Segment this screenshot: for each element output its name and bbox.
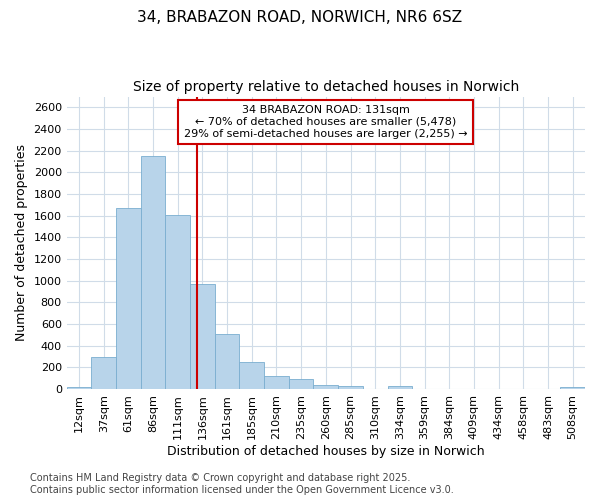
Bar xyxy=(166,214,190,389)
Bar xyxy=(141,156,166,389)
Bar xyxy=(67,387,91,389)
Bar xyxy=(388,386,412,389)
Bar xyxy=(289,379,313,389)
Title: Size of property relative to detached houses in Norwich: Size of property relative to detached ho… xyxy=(133,80,519,94)
Bar xyxy=(338,386,363,389)
Text: 34, BRABAZON ROAD, NORWICH, NR6 6SZ: 34, BRABAZON ROAD, NORWICH, NR6 6SZ xyxy=(137,10,463,25)
Y-axis label: Number of detached properties: Number of detached properties xyxy=(15,144,28,342)
Text: Contains HM Land Registry data © Crown copyright and database right 2025.
Contai: Contains HM Land Registry data © Crown c… xyxy=(30,474,454,495)
Bar xyxy=(264,376,289,389)
Bar xyxy=(239,362,264,389)
Bar xyxy=(91,356,116,389)
Bar xyxy=(412,388,437,389)
Bar xyxy=(190,284,215,389)
Bar xyxy=(215,334,239,389)
Bar xyxy=(437,388,461,389)
Bar xyxy=(313,384,338,389)
Text: 34 BRABAZON ROAD: 131sqm
← 70% of detached houses are smaller (5,478)
29% of sem: 34 BRABAZON ROAD: 131sqm ← 70% of detach… xyxy=(184,106,467,138)
X-axis label: Distribution of detached houses by size in Norwich: Distribution of detached houses by size … xyxy=(167,444,485,458)
Bar xyxy=(560,388,585,389)
Bar xyxy=(116,208,141,389)
